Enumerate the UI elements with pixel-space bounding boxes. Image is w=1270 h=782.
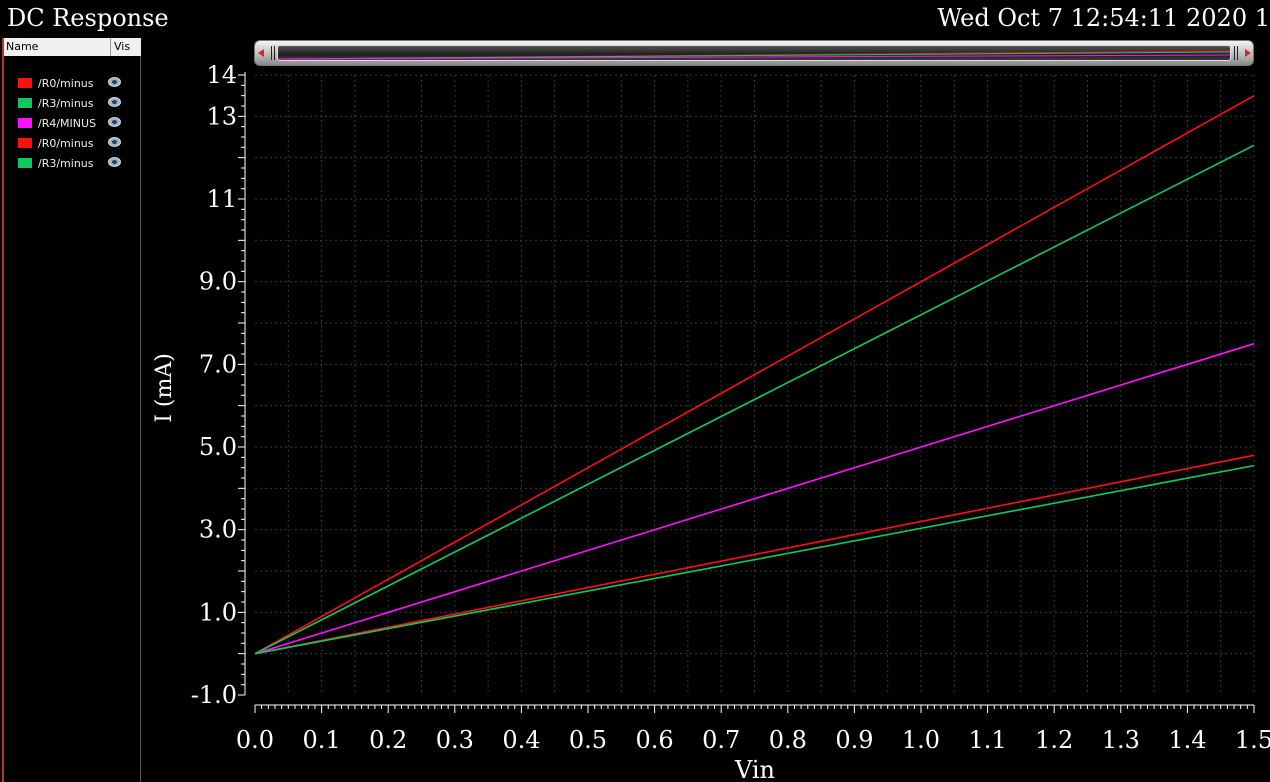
preview-line — [278, 54, 1230, 60]
series-lines — [254, 95, 1255, 655]
series-line — [254, 464, 1255, 655]
y-axis-label: I (mA) — [152, 353, 177, 423]
x-tick-label: 1.0 — [902, 726, 940, 754]
legend-label: /R0/minus — [38, 137, 94, 150]
legend-item[interactable]: /R3/minus — [4, 94, 141, 114]
legend-swatch — [18, 118, 32, 128]
grid — [255, 74, 1255, 695]
legend-col-name[interactable]: Name — [6, 40, 39, 53]
scroll-right-arrow-icon[interactable] — [1245, 49, 1251, 57]
series-line — [254, 454, 1255, 655]
chart-title: DC Response — [7, 4, 169, 32]
x-tick-label: 1.2 — [1035, 726, 1073, 754]
x-tick-label: 0.1 — [303, 726, 341, 754]
legend-panel: Name Vis /R0/minus /R3/minus /R4/MINUS /… — [2, 38, 141, 782]
x-axis-label: Vin — [734, 756, 775, 782]
x-tick-label: 0.8 — [769, 726, 807, 754]
y-tick-label: 9.0 — [199, 268, 237, 296]
x-tick-label: 0.0 — [236, 726, 274, 754]
legend-label: /R0/minus — [38, 77, 94, 90]
x-range-scroller[interactable] — [254, 40, 1254, 66]
x-tick-label: 1.3 — [1102, 726, 1140, 754]
legend-swatch — [18, 158, 32, 168]
scroll-left-arrow-icon[interactable] — [258, 49, 264, 57]
scroll-handle-left[interactable] — [271, 46, 275, 60]
visibility-eye-icon[interactable] — [108, 97, 121, 107]
visibility-eye-icon[interactable] — [108, 77, 121, 87]
y-tick-label: 5.0 — [199, 433, 237, 461]
x-tick-label: 0.2 — [369, 726, 407, 754]
x-tick-label: 0.6 — [636, 726, 674, 754]
scroller-track[interactable] — [277, 45, 1231, 61]
y-tick-label: 7.0 — [199, 350, 237, 378]
x-tick-label: 0.7 — [702, 726, 740, 754]
visibility-eye-icon[interactable] — [108, 117, 121, 127]
legend-item[interactable]: /R4/MINUS — [4, 114, 141, 134]
legend-list: /R0/minus /R3/minus /R4/MINUS /R0/minus … — [4, 74, 141, 174]
x-tick-label: 0.3 — [436, 726, 474, 754]
legend-header: Name Vis — [4, 38, 141, 56]
scroller-preview — [278, 50, 1230, 60]
legend-label: /R4/MINUS — [38, 117, 97, 130]
legend-item[interactable]: /R0/minus — [4, 74, 141, 94]
x-tick-label: 0.5 — [569, 726, 607, 754]
x-tick-label: 0.9 — [835, 726, 873, 754]
legend-label: /R3/minus — [38, 97, 94, 110]
legend-swatch — [18, 98, 32, 108]
timestamp: Wed Oct 7 12:54:11 2020 1 — [937, 4, 1270, 32]
x-tick-label: 1.1 — [969, 726, 1007, 754]
series-line — [254, 342, 1255, 655]
legend-swatch — [18, 138, 32, 148]
y-tick-label: 14 — [206, 61, 237, 89]
x-tick-label: 1.4 — [1168, 726, 1206, 754]
x-tick-label: 1.5 — [1235, 726, 1270, 754]
axes: -1.0 1.0 3.0 5.0 7.0 9.0 11 13 14 0.0 0.1 0.2 0.3 0.4… — [191, 61, 1270, 754]
y-tick-label: 13 — [206, 102, 237, 130]
y-tick-label: 1.0 — [199, 598, 237, 626]
legend-item[interactable]: /R0/minus — [4, 134, 141, 154]
legend-label: /R3/minus — [38, 157, 94, 170]
legend-item[interactable]: /R3/minus — [4, 154, 141, 174]
y-tick-label: 11 — [206, 185, 237, 213]
series-line — [254, 144, 1255, 655]
legend-swatch — [18, 78, 32, 88]
legend-col-vis[interactable]: Vis — [110, 38, 130, 56]
visibility-eye-icon[interactable] — [108, 137, 121, 147]
y-tick-label: 3.0 — [199, 516, 237, 544]
y-tick-label: -1.0 — [191, 681, 237, 709]
visibility-eye-icon[interactable] — [108, 157, 121, 167]
scroll-handle-right[interactable] — [1234, 46, 1238, 60]
series-line — [254, 95, 1255, 655]
x-tick-label: 0.4 — [502, 726, 540, 754]
